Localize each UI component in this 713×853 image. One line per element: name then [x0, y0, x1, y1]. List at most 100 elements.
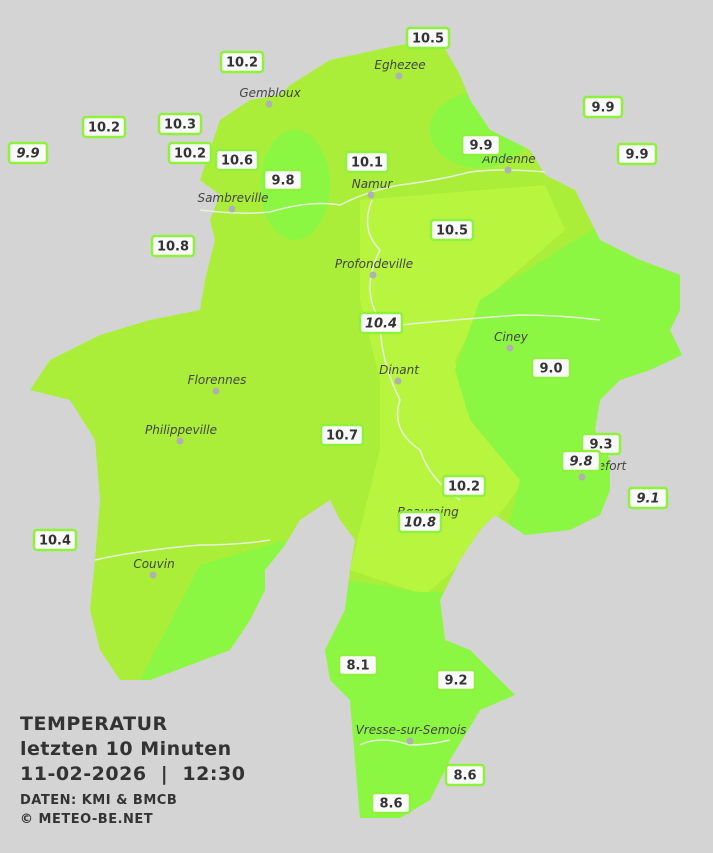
station-box — [157, 112, 203, 136]
station-box — [397, 510, 443, 534]
town-label: Couvin — [133, 557, 174, 571]
station: 9.9 — [582, 95, 624, 119]
station: 10.4 — [358, 311, 404, 335]
station-box — [560, 449, 602, 473]
station: 9.1 — [627, 486, 669, 510]
station: 10.5 — [429, 218, 475, 242]
station-value: 9.8 — [569, 455, 592, 470]
source: DATEN: KMI & BMCB — [20, 793, 177, 808]
station: 10.8 — [397, 510, 443, 534]
station-value: 10.4 — [39, 534, 71, 549]
station-value: 10.5 — [412, 32, 444, 47]
station-box — [337, 653, 379, 677]
town-label: Namur — [352, 177, 394, 191]
town-dot — [406, 737, 414, 745]
station: 10.1 — [344, 150, 390, 174]
station: 9.9 — [460, 133, 502, 157]
town-dot — [228, 205, 236, 213]
station-value: 9.9 — [625, 148, 648, 163]
station-value: 9.3 — [589, 438, 612, 453]
station: 10.2 — [81, 115, 127, 139]
station: 9.8 — [262, 168, 304, 192]
town-dot — [504, 166, 512, 174]
station-value: 9.9 — [16, 147, 39, 162]
station-box — [441, 474, 487, 498]
station-box — [582, 95, 624, 119]
town-dot — [506, 344, 514, 352]
station-value: 10.2 — [226, 56, 258, 71]
station-value: 10.3 — [164, 118, 196, 133]
station: 9.0 — [530, 356, 572, 380]
station-box — [627, 486, 669, 510]
station: 8.1 — [337, 653, 379, 677]
station-box — [358, 311, 404, 335]
town-dot — [578, 473, 586, 481]
station: 10.2 — [167, 141, 213, 165]
station-box — [405, 26, 451, 50]
station-box — [214, 148, 260, 172]
station-value: 9.1 — [636, 492, 659, 507]
town-dot — [265, 100, 273, 108]
station-value: 10.2 — [174, 147, 206, 162]
station: 10.2 — [219, 50, 265, 74]
town-dot — [212, 387, 220, 395]
subtitle: letzten 10 Minuten — [20, 738, 232, 760]
station-value: 9.9 — [591, 101, 614, 116]
station-value: 10.6 — [221, 154, 253, 169]
station-box — [32, 528, 78, 552]
station-value: 9.8 — [271, 174, 294, 189]
station-box — [219, 50, 265, 74]
town-dot — [176, 437, 184, 445]
town-dot — [149, 571, 157, 579]
station-box — [150, 234, 196, 258]
station-box — [370, 791, 412, 815]
station-box — [616, 142, 658, 166]
station: 10.3 — [157, 112, 203, 136]
station: 10.5 — [405, 26, 451, 50]
town-dot — [395, 72, 403, 80]
station-value: 10.8 — [157, 240, 189, 255]
station-value: 10.8 — [404, 516, 436, 531]
station-value: 8.1 — [346, 659, 369, 674]
station: 8.6 — [370, 791, 412, 815]
station: 9.9 — [616, 142, 658, 166]
town-label: Gembloux — [239, 86, 301, 100]
station-box — [344, 150, 390, 174]
station-value: 9.0 — [539, 362, 562, 377]
station: 10.4 — [32, 528, 78, 552]
station-value: 10.7 — [326, 429, 358, 444]
town-label: Philippeville — [145, 423, 217, 437]
station-box — [530, 356, 572, 380]
station-box — [81, 115, 127, 139]
station: 8.6 — [444, 763, 486, 787]
station-value: 10.4 — [365, 317, 397, 332]
station-value: 8.6 — [379, 797, 402, 812]
station-value: 10.2 — [448, 480, 480, 495]
station-box — [7, 141, 49, 165]
station-box — [429, 218, 475, 242]
station-box — [167, 141, 213, 165]
legend-title: TEMPERATUR letzten 10 Minuten 11-02-2026… — [20, 713, 245, 827]
title: TEMPERATUR — [20, 713, 168, 735]
station-value: 9.9 — [469, 139, 492, 154]
station: 10.6 — [214, 148, 260, 172]
station: 9.8 — [560, 449, 602, 473]
station-box — [444, 763, 486, 787]
town-label: Profondeville — [335, 257, 413, 271]
town-label: Florennes — [188, 373, 247, 387]
station: 9.2 — [435, 668, 477, 692]
station: 10.8 — [150, 234, 196, 258]
town-label: Vresse-sur-Semois — [356, 723, 467, 737]
station-value: 10.1 — [351, 156, 383, 171]
town-label: Dinant — [379, 363, 420, 377]
town-dot — [369, 271, 377, 279]
station-box — [319, 423, 365, 447]
town-dot — [394, 377, 402, 385]
station-box — [435, 668, 477, 692]
town-label: Ciney — [494, 330, 529, 344]
town-label: Eghezee — [374, 58, 425, 72]
station-value: 8.6 — [453, 769, 476, 784]
station-value: 10.5 — [436, 224, 468, 239]
station-value: 9.2 — [444, 674, 467, 689]
